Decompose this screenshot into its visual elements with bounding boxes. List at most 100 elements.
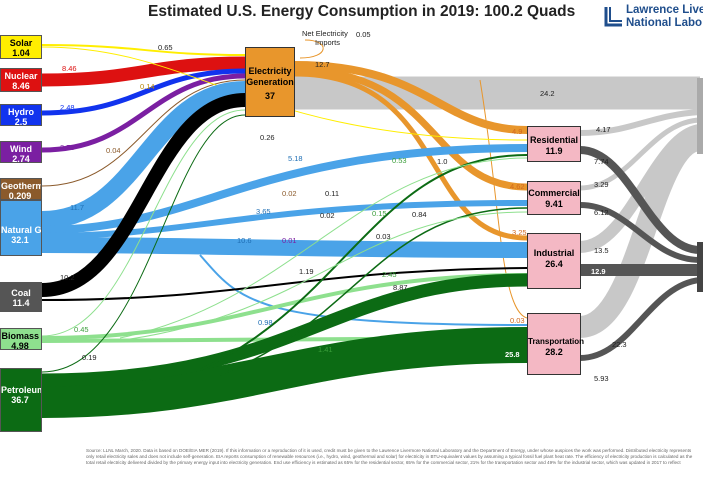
source-wind: Wind 2.74 (0, 141, 42, 163)
commercial-value: 9.41 (545, 199, 563, 209)
flow-label: 0.26 (260, 133, 275, 142)
flow-gas-residential (41, 144, 528, 234)
node-industrial: Industrial 26.4 (527, 233, 581, 289)
source-natural-gas-name: Natural Gas (1, 225, 42, 235)
flow-label: 4.17 (596, 125, 611, 134)
flow-electricity-transportation (479, 79, 528, 319)
llnl-logo: Lawrence Live National Labo (604, 3, 703, 31)
logo-line-2: National Labo (626, 17, 703, 29)
flow-label: 0.02 (282, 189, 297, 198)
residential-name: Residential (529, 135, 578, 145)
flow-transport-services (579, 277, 701, 361)
flow-label: 25.8 (505, 350, 520, 359)
source-natural-gas-value: 32.1 (11, 235, 29, 245)
source-geothermal: Geothermal 0.209 (0, 178, 42, 200)
source-biomass-value: 4.98 (11, 341, 29, 350)
flow-label: 22.3 (612, 340, 627, 349)
industrial-name: Industrial (533, 248, 575, 258)
rejected-energy-node (697, 78, 703, 154)
flow-biomass-electricity (41, 109, 246, 337)
flow-label: 3.25 (512, 228, 527, 237)
flow-petroleum-residential (199, 154, 528, 371)
flow-label: 2.48 (60, 103, 75, 112)
flow-geothermal-electricity (41, 79, 246, 187)
flow-label: 13.5 (594, 246, 609, 255)
flow-label: 2.73 (60, 143, 75, 152)
source-nuclear-value: 8.46 (12, 81, 30, 91)
flow-electricity-residential (294, 61, 528, 134)
transportation-value: 28.2 (545, 347, 563, 357)
source-footnote: Source: LLNL March, 2020. Data is based … (86, 448, 693, 465)
flow-label: 8.46 (62, 64, 77, 73)
source-hydro: Hydro 2.5 (0, 104, 42, 126)
source-geothermal-value: 0.209 (8, 191, 32, 200)
electricity-value: 37 (264, 91, 275, 101)
flow-electricity-industrial (294, 71, 528, 241)
source-petroleum-name: Petroleum (1, 385, 42, 395)
node-electricity-generation: Electricity Generation 37 (245, 47, 295, 117)
source-biomass: Biomass 4.98 (0, 328, 42, 350)
flow-coal-industrial (41, 267, 528, 301)
energy-services-node (697, 242, 703, 292)
flow-label: 8.87 (393, 283, 408, 292)
node-residential: Residential 11.9 (527, 126, 581, 162)
flow-label: 1.41 (318, 345, 333, 354)
net-imports-value: 0.05 (356, 30, 371, 39)
flow-label: 0.01 (282, 236, 297, 245)
flow-label: 0.03 (376, 232, 391, 241)
flow-label: 1.0 (437, 157, 448, 166)
chart-title: Estimated U.S. Energy Consumption in 201… (148, 3, 576, 20)
source-coal-value: 11.4 (12, 298, 30, 308)
source-solar-value: 1.04 (12, 48, 30, 58)
flow-label: 5.93 (594, 374, 609, 383)
source-wind-name: Wind (10, 144, 32, 154)
flow-residential-rejected (579, 109, 701, 136)
flow-wind-electricity (41, 73, 246, 153)
flow-label: 2.45 (382, 270, 397, 279)
flow-label: 0.03 (510, 316, 525, 325)
source-nuclear-name: Nuclear (4, 71, 38, 81)
flow-net-imports (299, 39, 324, 59)
flow-label: 1.19 (299, 267, 314, 276)
flow-label: 0.65 (158, 43, 173, 52)
source-hydro-name: Hydro (7, 107, 34, 117)
flow-label: 4.9 (512, 127, 523, 136)
source-solar: Solar 1.04 (0, 35, 42, 59)
flow-nuclear-electricity (41, 56, 246, 87)
flow-petroleum-electricity (41, 114, 246, 373)
flow-label: 0.45 (74, 325, 89, 334)
flow-label: 3.65 (256, 207, 271, 216)
source-coal: Coal 11.4 (0, 282, 42, 312)
transportation-name: Transportation (528, 337, 585, 346)
source-hydro-value: 2.5 (14, 117, 28, 126)
flow-residential-services (579, 146, 701, 254)
flow-coal-electricity (41, 93, 246, 297)
source-geothermal-name: Geothermal (1, 181, 41, 191)
flow-biomass-commercial (129, 211, 528, 340)
flow-biomass-industrial (41, 273, 528, 340)
flow-solar-electricity (41, 44, 246, 56)
flow-label: 0.14 (140, 82, 155, 91)
flow-label: 11.7 (70, 203, 85, 212)
source-petroleum-value: 36.7 (11, 395, 29, 405)
source-coal-name: Coal (11, 288, 31, 298)
net-imports-label-2: Imports (315, 38, 341, 47)
flow-label: 4.62 (510, 182, 525, 191)
flow-gas-electricity (41, 81, 246, 229)
flow-label: 0.02 (320, 211, 335, 220)
flow-label: 0.84 (412, 210, 427, 219)
flow-hydro-electricity (41, 68, 246, 116)
flow-label: 0.98 (258, 318, 273, 327)
industrial-value: 26.4 (545, 259, 563, 269)
flow-label: 7.74 (594, 157, 609, 166)
flow-label: 10.2 (60, 273, 75, 282)
flow-label: 0.19 (82, 353, 97, 362)
flow-gas-commercial (41, 200, 528, 239)
flow-label: 0.11 (325, 189, 340, 198)
flow-commercial-services (579, 202, 701, 263)
flow-label: 6.12 (594, 208, 609, 217)
net-imports-label-1: Net Electricity (302, 29, 348, 38)
source-solar-name: Solar (9, 38, 33, 48)
commercial-name: Commercial (528, 188, 580, 198)
